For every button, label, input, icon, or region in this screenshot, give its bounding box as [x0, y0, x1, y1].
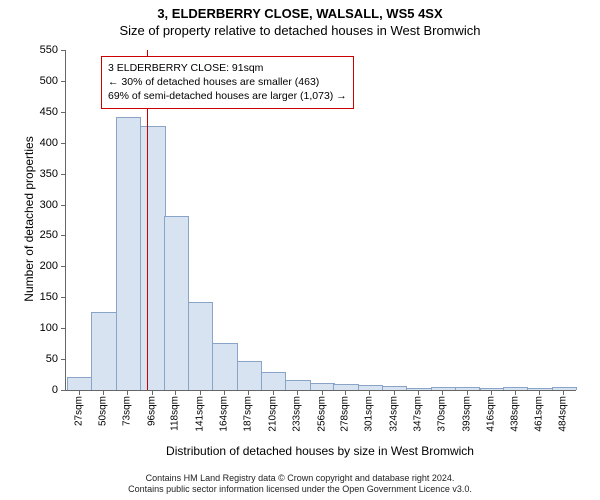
footer-line-2: Contains public sector information licen…	[0, 484, 600, 496]
x-tick	[103, 390, 104, 395]
x-tick-label: 438sqm	[509, 396, 520, 432]
x-tick	[515, 390, 516, 395]
x-tick	[442, 390, 443, 395]
annotation-line: ← 30% of detached houses are smaller (46…	[108, 75, 347, 89]
chart-title-address: 3, ELDERBERRY CLOSE, WALSALL, WS5 4SX	[0, 0, 600, 21]
annotation-box: 3 ELDERBERRY CLOSE: 91sqm← 30% of detach…	[101, 56, 354, 109]
x-tick	[369, 390, 370, 395]
histogram-bar	[358, 385, 383, 390]
y-tick-label: 0	[52, 384, 58, 396]
y-tick-label: 550	[40, 44, 58, 56]
x-tick	[152, 390, 153, 395]
y-tick	[61, 328, 66, 329]
x-tick	[491, 390, 492, 395]
y-axis-label: Number of detached properties	[22, 49, 36, 389]
x-tick-label: 96sqm	[146, 396, 157, 426]
y-tick	[61, 359, 66, 360]
chart-title-description: Size of property relative to detached ho…	[0, 21, 600, 38]
annotation-line: 3 ELDERBERRY CLOSE: 91sqm	[108, 61, 347, 75]
y-tick-label: 150	[40, 291, 58, 303]
x-tick	[394, 390, 395, 395]
histogram-bar	[261, 372, 286, 390]
x-tick	[248, 390, 249, 395]
x-tick-label: 301sqm	[364, 396, 375, 432]
histogram-bar	[91, 312, 116, 390]
y-tick	[61, 50, 66, 51]
x-tick-label: 50sqm	[98, 396, 109, 426]
x-tick-label: 210sqm	[267, 396, 278, 432]
x-tick-label: 347sqm	[413, 396, 424, 432]
x-tick-label: 484sqm	[558, 396, 569, 432]
x-tick-label: 461sqm	[533, 396, 544, 432]
x-tick-label: 393sqm	[461, 396, 472, 432]
histogram-bar	[503, 387, 528, 390]
x-tick	[297, 390, 298, 395]
plot-area: 05010015020025030035040045050055027sqm50…	[65, 50, 576, 391]
histogram-bar	[527, 388, 552, 390]
x-tick	[175, 390, 176, 395]
x-tick	[563, 390, 564, 395]
x-tick-label: 256sqm	[316, 396, 327, 432]
histogram-bar	[431, 387, 456, 390]
histogram-bar	[67, 377, 92, 390]
x-tick	[418, 390, 419, 395]
x-axis-label: Distribution of detached houses by size …	[65, 444, 575, 458]
histogram-bar	[237, 361, 262, 390]
y-tick-label: 300	[40, 199, 58, 211]
histogram-bar	[188, 302, 213, 390]
y-tick-label: 400	[40, 137, 58, 149]
x-tick	[127, 390, 128, 395]
x-tick	[539, 390, 540, 395]
y-tick	[61, 390, 66, 391]
x-tick-label: 27sqm	[73, 396, 84, 426]
y-tick	[61, 174, 66, 175]
x-tick-label: 73sqm	[122, 396, 133, 426]
y-tick	[61, 143, 66, 144]
x-tick-label: 278sqm	[339, 396, 350, 432]
footer-attribution: Contains HM Land Registry data © Crown c…	[0, 473, 600, 496]
histogram-bar	[285, 380, 310, 390]
y-tick-label: 250	[40, 229, 58, 241]
x-tick-label: 416sqm	[486, 396, 497, 432]
annotation-line: 69% of semi-detached houses are larger (…	[108, 89, 347, 103]
histogram-bar	[140, 126, 165, 390]
x-tick	[224, 390, 225, 395]
histogram-bar	[310, 383, 335, 390]
x-tick-label: 324sqm	[388, 396, 399, 432]
y-tick-label: 200	[40, 260, 58, 272]
y-tick-label: 100	[40, 322, 58, 334]
histogram-bar	[116, 117, 141, 390]
y-tick-label: 50	[46, 353, 58, 365]
x-tick	[79, 390, 80, 395]
x-tick	[200, 390, 201, 395]
y-tick-label: 450	[40, 106, 58, 118]
y-tick	[61, 81, 66, 82]
x-tick	[273, 390, 274, 395]
footer-line-1: Contains HM Land Registry data © Crown c…	[0, 473, 600, 485]
y-tick-label: 350	[40, 168, 58, 180]
y-tick	[61, 235, 66, 236]
y-tick	[61, 266, 66, 267]
x-tick	[467, 390, 468, 395]
histogram-bar	[455, 387, 480, 390]
x-tick-label: 370sqm	[437, 396, 448, 432]
histogram-bar	[406, 388, 431, 390]
y-tick	[61, 297, 66, 298]
histogram-bar	[382, 386, 407, 390]
y-tick	[61, 205, 66, 206]
x-tick-label: 187sqm	[243, 396, 254, 432]
x-tick-label: 141sqm	[194, 396, 205, 432]
y-tick-label: 500	[40, 75, 58, 87]
x-tick-label: 164sqm	[218, 396, 229, 432]
x-tick-label: 118sqm	[170, 396, 181, 431]
histogram-bar	[480, 388, 505, 390]
x-tick	[345, 390, 346, 395]
x-tick	[322, 390, 323, 395]
histogram-bar	[333, 384, 358, 390]
histogram-bar	[552, 387, 577, 390]
histogram-bar	[164, 216, 189, 390]
x-tick-label: 233sqm	[292, 396, 303, 432]
histogram-bar	[212, 343, 237, 390]
y-tick	[61, 112, 66, 113]
